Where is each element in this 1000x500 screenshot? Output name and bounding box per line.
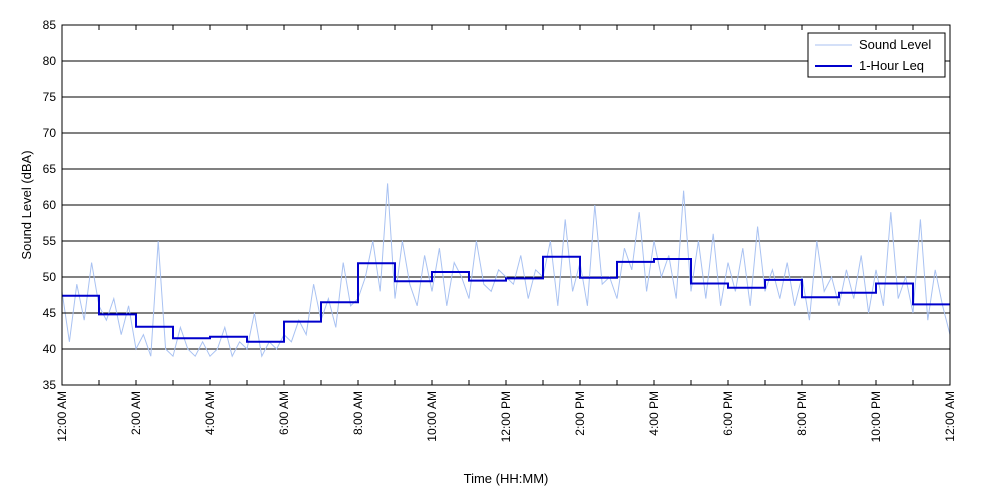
x-axis: 12:00 AM 2:00 AM 4:00 AM 6:00 AM 8:00 AM 10:0… [55, 25, 957, 442]
y-tick-label: 70 [43, 126, 57, 140]
legend-box [807, 32, 946, 78]
series-1-hour-leq [62, 255, 950, 343]
y-tick-label: 35 [43, 378, 57, 392]
x-tick-label: 6:00 PM [721, 391, 735, 436]
y-tick-label: 55 [43, 234, 57, 248]
x-tick-label: 4:00 AM [203, 391, 217, 435]
x-tick-label: 12:00 AM [943, 391, 957, 442]
y-tick-label: 40 [43, 342, 57, 356]
x-tick-label: 8:00 AM [351, 391, 365, 435]
x-tick-label: 2:00 AM [129, 391, 143, 435]
series-layer [61, 183, 951, 358]
gridlines [62, 24, 950, 386]
y-tick-label: 75 [43, 90, 57, 104]
y-tick-label: 45 [43, 306, 57, 320]
y-axis-title: Sound Level (dBA) [19, 150, 34, 259]
legend: Sound Level 1-Hour Leq [807, 32, 946, 78]
y-tick-label: 60 [43, 198, 57, 212]
y-tick-label: 85 [43, 18, 57, 32]
legend-label-sound-level: Sound Level [859, 37, 931, 52]
x-tick-label: 8:00 PM [795, 391, 809, 436]
x-tick-label: 2:00 PM [573, 391, 587, 436]
y-tick-label: 80 [43, 54, 57, 68]
y-tick-label: 65 [43, 162, 57, 176]
x-tick-label: 4:00 PM [647, 391, 661, 436]
legend-label-1-hour-leq: 1-Hour Leq [859, 58, 924, 73]
series-sound-level [61, 183, 951, 358]
x-axis-title: Time (HH:MM) [464, 471, 549, 486]
x-tick-label: 12:00 AM [55, 391, 69, 442]
x-tick-label: 12:00 PM [499, 391, 513, 442]
x-tick-label: 10:00 PM [869, 391, 883, 442]
x-tick-label: 10:00 AM [425, 391, 439, 442]
y-tick-label: 50 [43, 270, 57, 284]
y-axis: 35 40 45 50 55 60 65 70 75 80 85 [43, 18, 950, 392]
x-tick-label: 6:00 AM [277, 391, 291, 435]
